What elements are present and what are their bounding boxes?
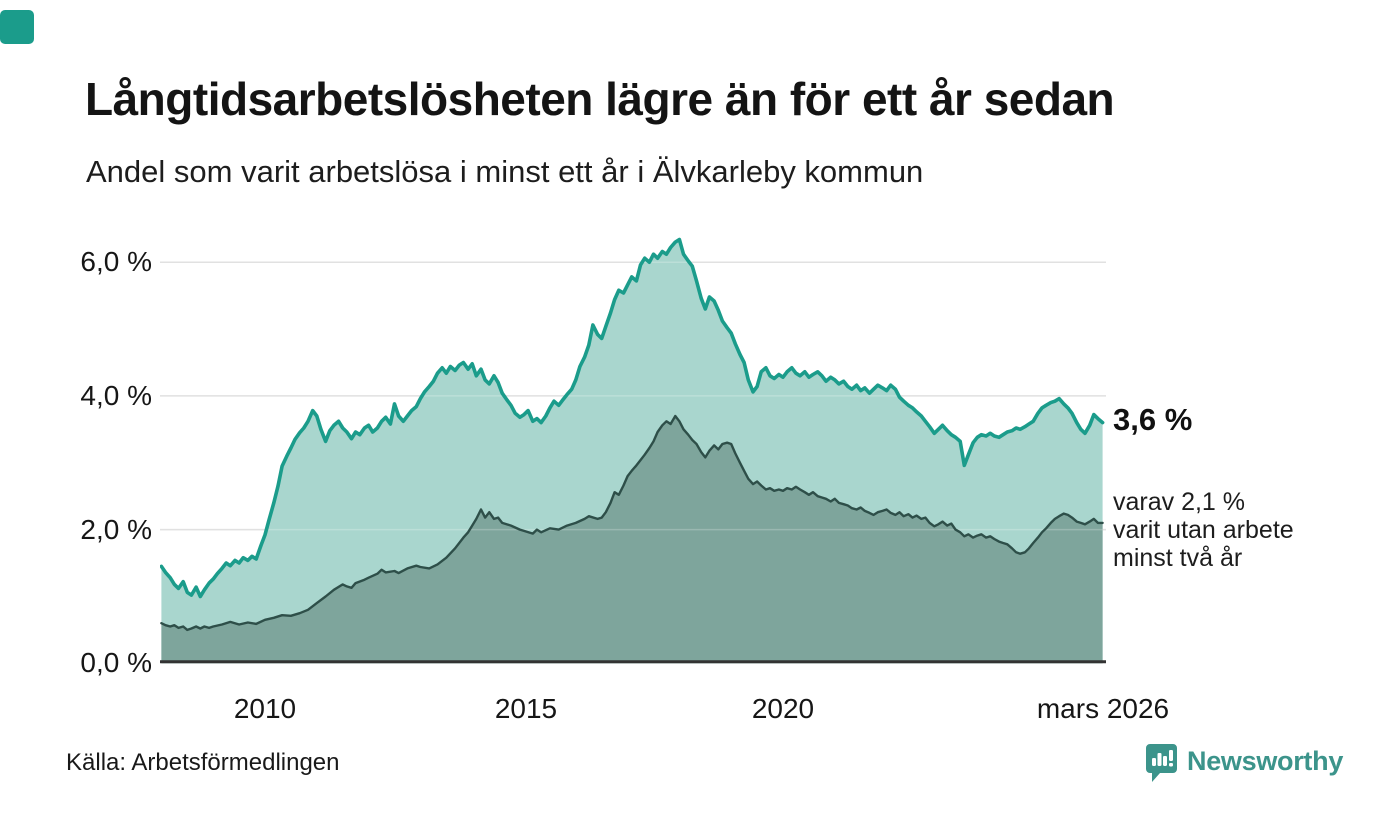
total-line bbox=[160, 237, 1105, 599]
two-year-line bbox=[160, 414, 1104, 632]
two-year-annotation-line: varav 2,1 % bbox=[1113, 488, 1246, 516]
y-axis-tick-label: 0,0 % bbox=[80, 647, 152, 678]
two-year-annotation-line: minst två år bbox=[1113, 544, 1243, 572]
area-chart bbox=[160, 237, 1106, 664]
y-axis-tick-label: 6,0 % bbox=[80, 246, 152, 277]
page-subtitle: Andel som varit arbetslösa i minst ett å… bbox=[86, 154, 924, 189]
bar-chart-badge-icon bbox=[1146, 744, 1177, 782]
latest-value-label: 3,6 % bbox=[1113, 402, 1193, 437]
x-axis-tick-label: mars 2026 bbox=[1036, 693, 1170, 724]
newsworthy-logo: Newsworthy bbox=[1146, 744, 1343, 783]
newsworthy-wordmark: Newsworthy bbox=[1187, 746, 1344, 776]
two-year-area bbox=[161, 416, 1103, 664]
category-marker bbox=[0, 10, 34, 44]
y-axis-tick-label: 2,0 % bbox=[80, 514, 152, 545]
x-axis-tick-label: 2020 bbox=[751, 693, 815, 724]
two-year-annotation-line: varit utan arbete bbox=[1113, 516, 1294, 544]
source-label: Källa: Arbetsförmedlingen bbox=[66, 749, 340, 776]
x-axis-tick-label: 2015 bbox=[494, 693, 558, 724]
page-title: Långtidsarbetslösheten lägre än för ett … bbox=[85, 73, 1115, 125]
x-axis-tick-label: 2010 bbox=[233, 693, 297, 724]
y-axis-tick-label: 4,0 % bbox=[80, 380, 152, 411]
two-year-annotation: varav 2,1 % varit utan arbete minst två … bbox=[1113, 488, 1294, 572]
